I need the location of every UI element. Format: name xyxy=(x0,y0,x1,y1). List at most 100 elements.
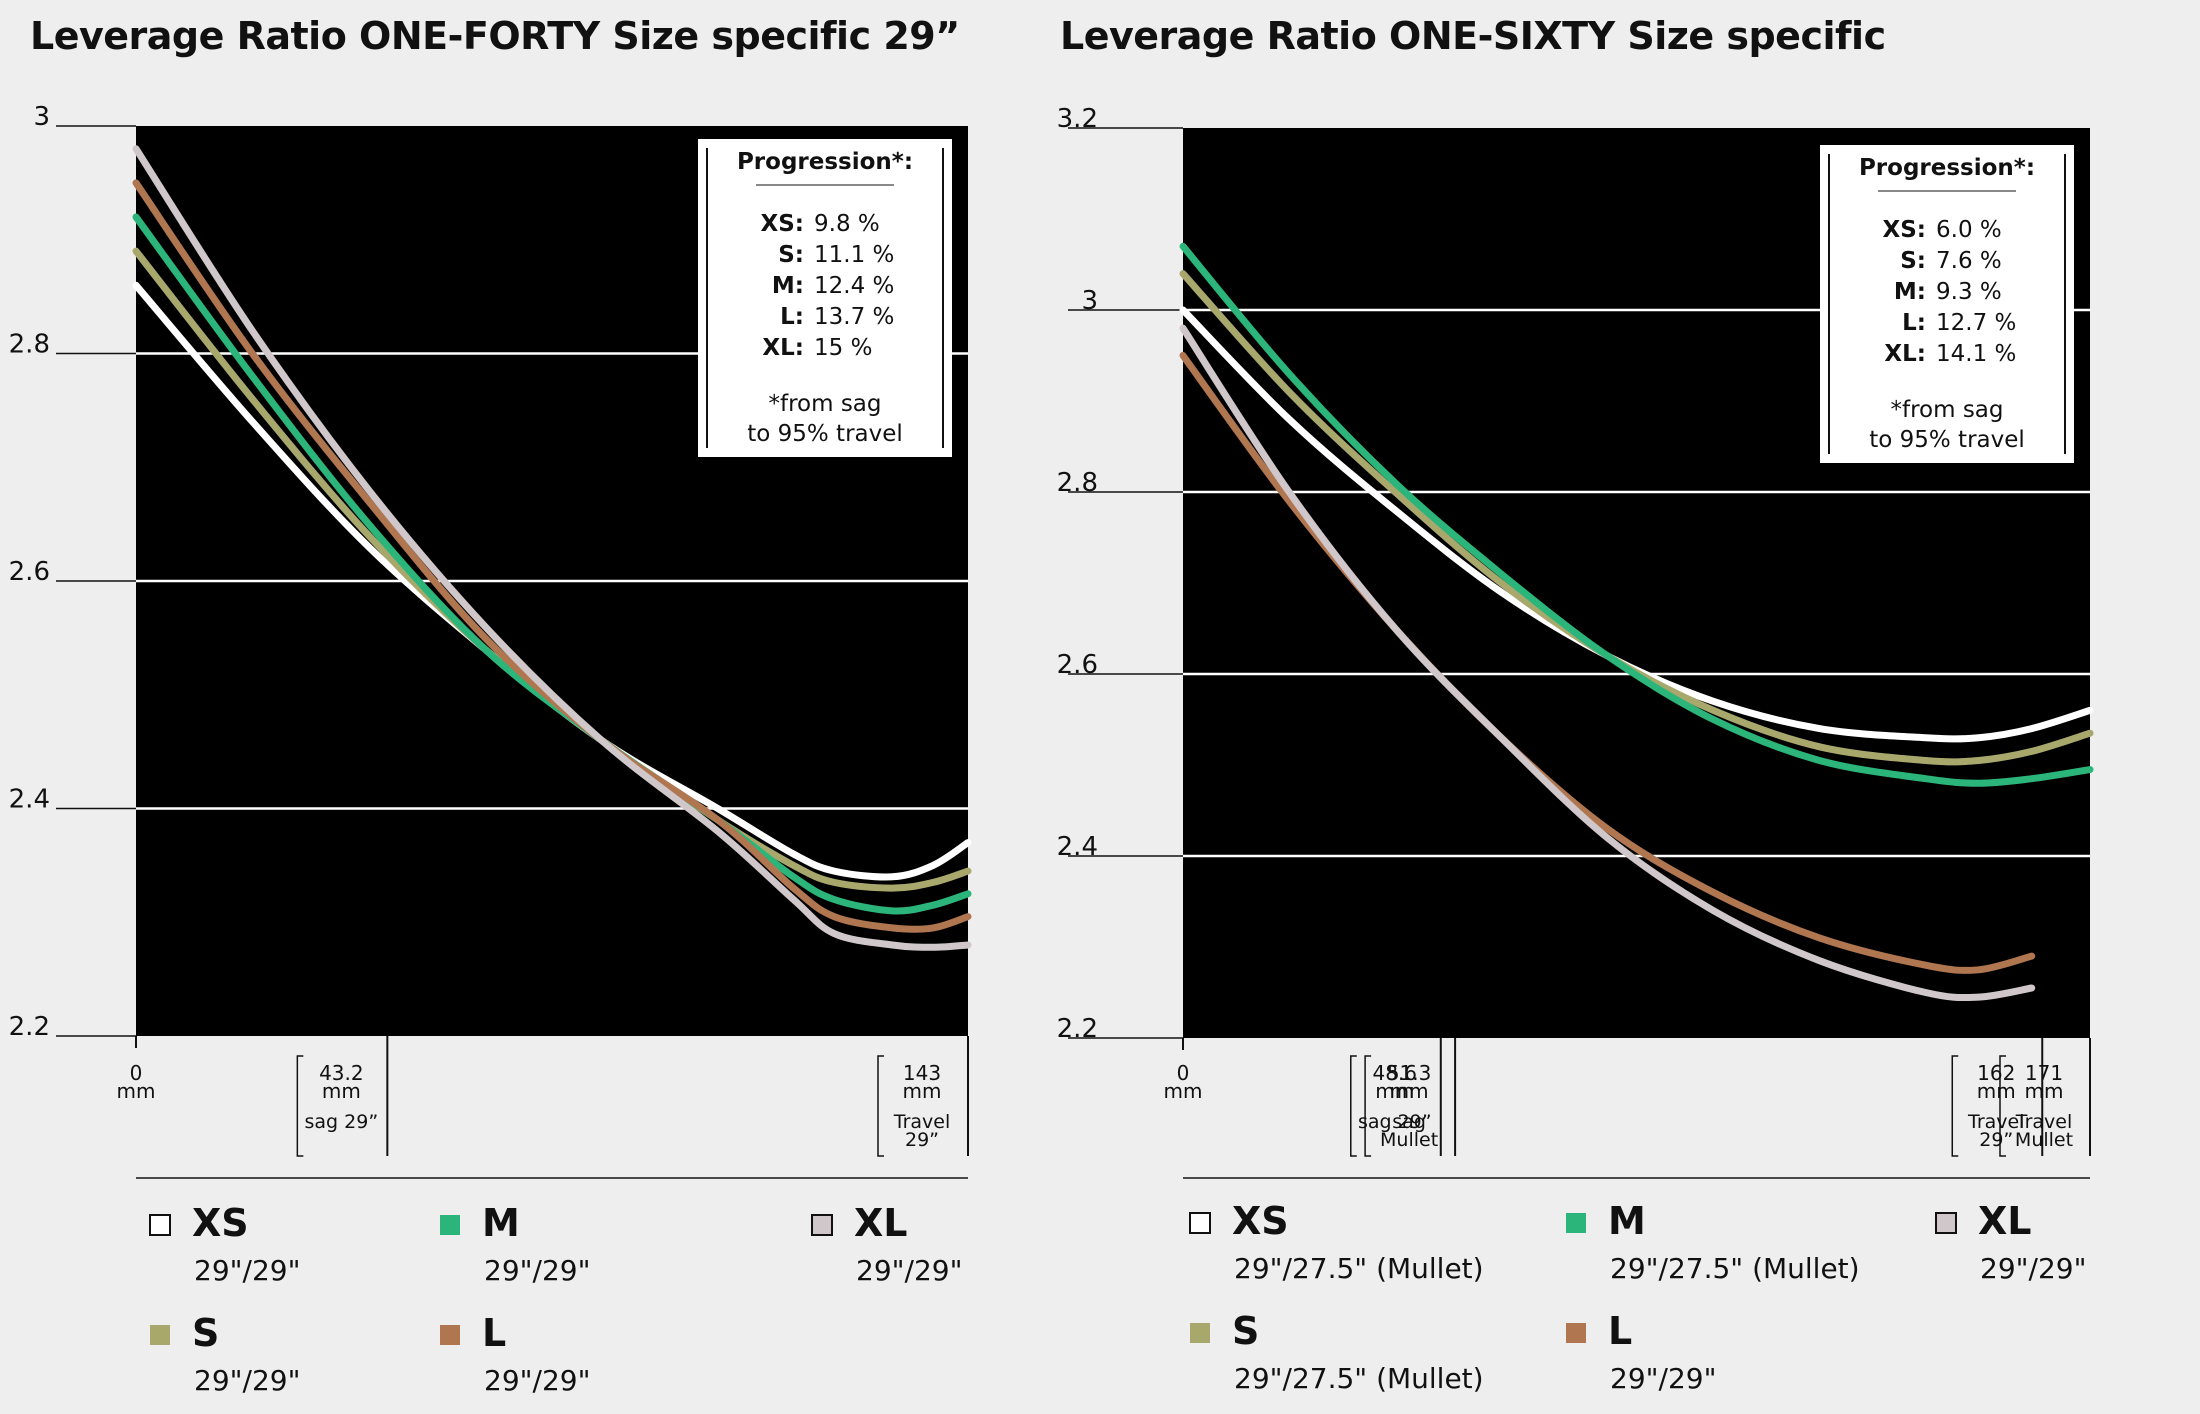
legend-item-l: L 29"/29" xyxy=(1566,1309,1716,1395)
y-tick-label: 2.8 xyxy=(9,330,50,360)
legend-sublabel: 29"/29" xyxy=(484,1254,590,1287)
legend-swatch xyxy=(149,1214,171,1236)
legend-sublabel: 29"/27.5" (Mullet) xyxy=(1610,1252,1860,1285)
legend-item-l: L 29"/29" xyxy=(440,1311,590,1397)
y-tick-label: 3.2 xyxy=(1057,104,1098,134)
y-tick-label: 3 xyxy=(33,102,50,132)
legend-sublabel: 29"/29" xyxy=(484,1364,590,1397)
series-line-xl xyxy=(1179,324,2036,1002)
marker-bracket xyxy=(296,1055,304,1157)
legend-sublabel: 29"/29" xyxy=(1610,1362,1716,1395)
legend-swatch xyxy=(1566,1213,1586,1233)
legend-label: S xyxy=(192,1311,219,1355)
y-tick-label: 2.4 xyxy=(9,785,50,815)
x-marker-caption: Travel xyxy=(1967,1111,2024,1133)
legend-sublabel: 29"/29" xyxy=(194,1254,300,1287)
y-tick-label: 2.8 xyxy=(1057,468,1098,498)
y-tick-label: 2.2 xyxy=(9,1012,50,1042)
progression-value: 15 % xyxy=(814,335,872,361)
progression-size: L: xyxy=(1902,310,1926,336)
x-marker-value: 0 xyxy=(1177,1061,1190,1085)
legend-label: M xyxy=(482,1201,520,1245)
progression-size: M: xyxy=(772,273,804,299)
progression-value: 13.7 % xyxy=(814,304,894,330)
progression-value: 12.4 % xyxy=(814,273,894,299)
legend-label: XL xyxy=(1978,1199,2032,1243)
x-marker-caption: 29” xyxy=(1979,1129,2013,1151)
progression-box-bg xyxy=(1820,145,2074,463)
x-marker-value: 143 xyxy=(903,1061,941,1085)
legend-sublabel: 29"/27.5" (Mullet) xyxy=(1234,1362,1484,1395)
y-tick-label: 2.4 xyxy=(1057,832,1098,862)
y-tick-label: 2.2 xyxy=(1057,1014,1098,1044)
legend-item-xs: XS 29"/29" xyxy=(149,1201,300,1287)
legend-item-xl: XL 29"/29" xyxy=(1935,1199,2086,1285)
progression-value: 11.1 % xyxy=(814,242,894,268)
x-marker-caption: sag 29” xyxy=(1358,1111,1432,1133)
legend-label: L xyxy=(1608,1309,1632,1353)
legend-label: XL xyxy=(854,1201,908,1245)
legend-swatch xyxy=(1189,1212,1211,1234)
progression-value: 14.1 % xyxy=(1936,341,2016,367)
x-marker-caption: 29” xyxy=(905,1129,939,1151)
marker-bracket xyxy=(1951,1055,1959,1157)
progression-footnote: *from sag xyxy=(1890,397,2003,423)
progression-footnote: to 95% travel xyxy=(747,421,903,447)
x-marker: 43.2mm sag 29” xyxy=(296,1036,389,1157)
x-marker-value: 48.6 xyxy=(1373,1061,1418,1085)
progression-size: M: xyxy=(1894,279,1926,305)
progression-value: 6.0 % xyxy=(1936,217,2002,243)
x-marker: 48.6mm sag 29” xyxy=(1350,1038,1442,1157)
x-marker-unit: mm xyxy=(117,1079,156,1103)
progression-size: XS: xyxy=(761,211,805,237)
legend-label: L xyxy=(482,1311,506,1355)
x-marker-caption: Mullet xyxy=(1380,1129,1438,1151)
x-marker-caption: Travel xyxy=(893,1111,950,1133)
progression-value: 7.6 % xyxy=(1936,248,2002,274)
x-marker-value: 162 xyxy=(1977,1061,2015,1085)
x-marker-caption: Mullet xyxy=(2015,1129,2073,1151)
x-marker-caption: sag xyxy=(1392,1111,1426,1133)
x-marker-unit: mm xyxy=(1375,1079,1414,1103)
legend-item-m: M 29"/27.5" (Mullet) xyxy=(1566,1199,1860,1285)
x-marker-caption: Travel xyxy=(2015,1111,2072,1133)
progression-size: L: xyxy=(780,304,804,330)
legend-swatch xyxy=(440,1325,460,1345)
progression-value: 9.3 % xyxy=(1936,279,2002,305)
x-marker-caption: sag 29” xyxy=(305,1111,379,1133)
x-marker-value: 43.2 xyxy=(319,1061,364,1085)
y-tick-label: 2.6 xyxy=(9,557,50,587)
legend-item-xs: XS 29"/27.5" (Mullet) xyxy=(1189,1199,1484,1285)
chart-title: Leverage Ratio ONE-SIXTY Size specific xyxy=(1060,14,1886,58)
progression-box: Progression*: XS: 6.0 % S: 7.6 % M: 9.3 % L: 12.… xyxy=(1820,145,2074,463)
progression-box-bg xyxy=(698,139,952,457)
progression-size: S: xyxy=(1900,248,1926,274)
marker-bracket xyxy=(877,1055,884,1157)
marker-bracket xyxy=(1364,1055,1372,1157)
legend-sublabel: 29"/29" xyxy=(194,1364,300,1397)
legend-item-s: S 29"/27.5" (Mullet) xyxy=(1190,1309,1484,1395)
legend-swatch xyxy=(1190,1323,1210,1343)
x-marker-value: 0 xyxy=(130,1061,143,1085)
x-marker-unit: mm xyxy=(1390,1079,1429,1103)
legend-item-xl: XL 29"/29" xyxy=(811,1201,962,1287)
progression-footnote: *from sag xyxy=(768,391,881,417)
x-marker-unit: mm xyxy=(322,1079,361,1103)
legend-label: XS xyxy=(192,1201,249,1245)
legend-label: S xyxy=(1232,1309,1259,1353)
y-tick-label: 2.6 xyxy=(1057,650,1098,680)
x-marker-value: 51.3 xyxy=(1387,1061,1432,1085)
x-marker-unit: mm xyxy=(2025,1079,2064,1103)
x-marker-value: 171 xyxy=(2025,1061,2063,1085)
legend-swatch xyxy=(150,1325,170,1345)
legend-swatch xyxy=(1935,1212,1957,1234)
marker-bracket xyxy=(1999,1055,2006,1157)
progression-size: S: xyxy=(778,242,804,268)
progression-value: 12.7 % xyxy=(1936,310,2016,336)
legend-item-m: M 29"/29" xyxy=(440,1201,590,1287)
